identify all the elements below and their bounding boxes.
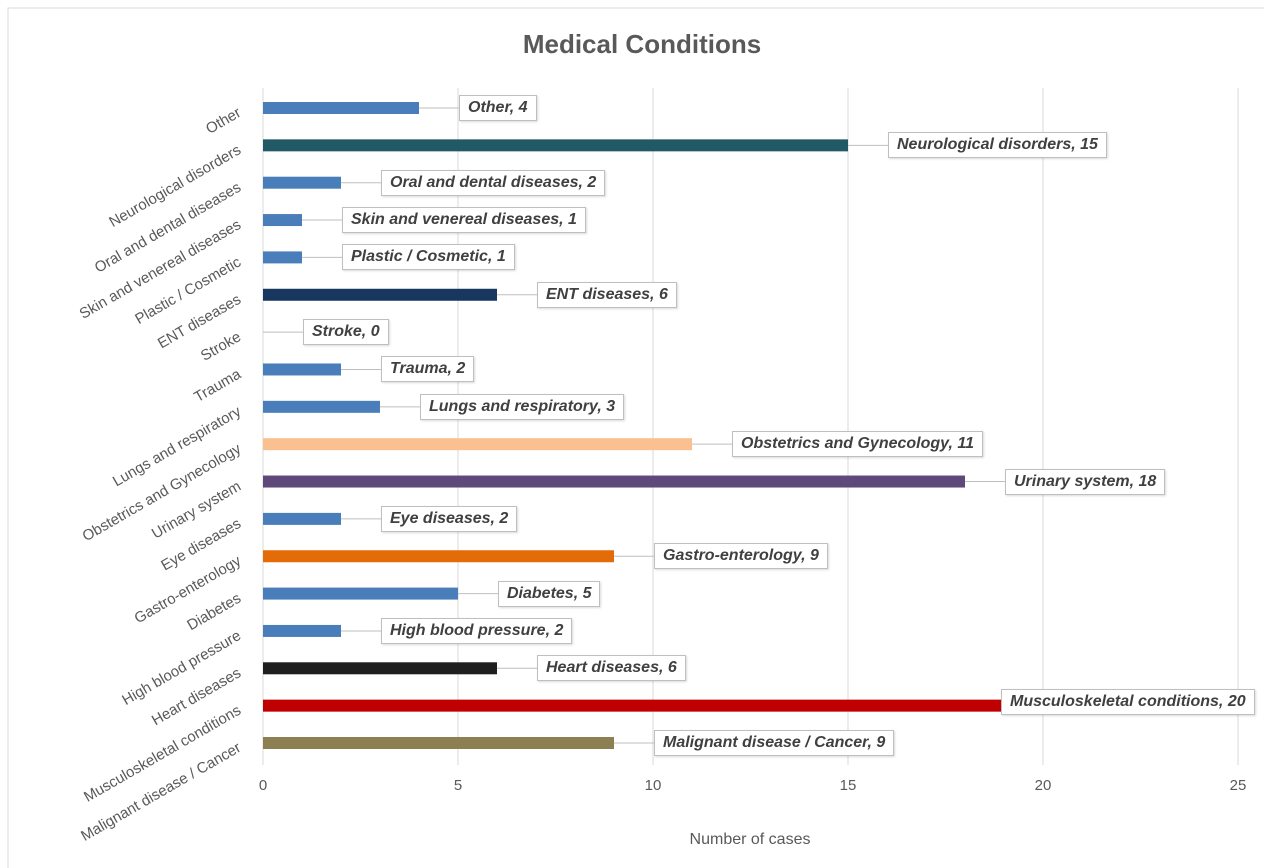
data-label: Diabetes, 5	[498, 580, 601, 607]
data-label: Heart diseases, 6	[537, 655, 686, 682]
data-label: Eye diseases, 2	[381, 505, 518, 532]
data-label: Neurological disorders, 15	[888, 132, 1107, 159]
y-tick-label: Trauma	[191, 365, 244, 406]
y-tick-label: Plastic / Cosmetic	[132, 253, 244, 328]
data-label: ENT diseases, 6	[537, 281, 677, 308]
data-label: Obstetrics and Gynecology, 11	[732, 431, 983, 458]
bar	[263, 139, 848, 152]
data-label: High blood pressure, 2	[381, 617, 573, 644]
bar	[263, 512, 341, 525]
frame	[7, 7, 1264, 868]
data-label: Malignant disease / Cancer, 9	[654, 730, 895, 756]
bar	[263, 288, 497, 301]
bar	[263, 475, 965, 488]
data-label: Other, 4	[459, 95, 537, 121]
data-label: Trauma, 2	[381, 356, 475, 383]
bar	[263, 662, 497, 675]
data-label: Stroke, 0	[303, 319, 389, 346]
y-tick-label: Other	[203, 104, 244, 137]
data-label: Lungs and respiratory, 3	[420, 393, 625, 420]
data-label: Plastic / Cosmetic, 1	[342, 244, 515, 271]
y-tick-label: Stroke	[198, 328, 244, 364]
x-tick-label: 15	[840, 777, 857, 794]
x-tick-label: 5	[454, 777, 462, 794]
x-tick-label: 10	[645, 777, 662, 794]
x-tick-label: 0	[259, 777, 267, 794]
bar	[263, 102, 419, 114]
bar	[263, 251, 302, 264]
bar	[263, 737, 614, 749]
y-tick-label: Gastro-enterology	[132, 552, 245, 627]
data-label: Skin and venereal diseases, 1	[342, 207, 586, 234]
bar	[263, 176, 341, 189]
bar	[263, 438, 692, 451]
bar	[263, 624, 341, 637]
data-label: Gastro-enterology, 9	[654, 543, 828, 570]
bar	[263, 587, 458, 600]
bar	[263, 699, 1043, 712]
data-label: Oral and dental diseases, 2	[381, 169, 606, 196]
data-label: Musculoskeletal conditions, 20	[1001, 688, 1255, 715]
bar	[263, 400, 380, 413]
x-axis-title: Number of cases	[690, 831, 811, 848]
x-tick-label: 25	[1230, 777, 1247, 794]
chart-title: Medical Conditions	[523, 29, 761, 59]
data-label: Urinary system, 18	[1005, 468, 1166, 495]
x-tick-label: 20	[1035, 777, 1052, 794]
bar	[263, 363, 341, 376]
bar	[263, 550, 614, 563]
bar	[263, 214, 302, 227]
